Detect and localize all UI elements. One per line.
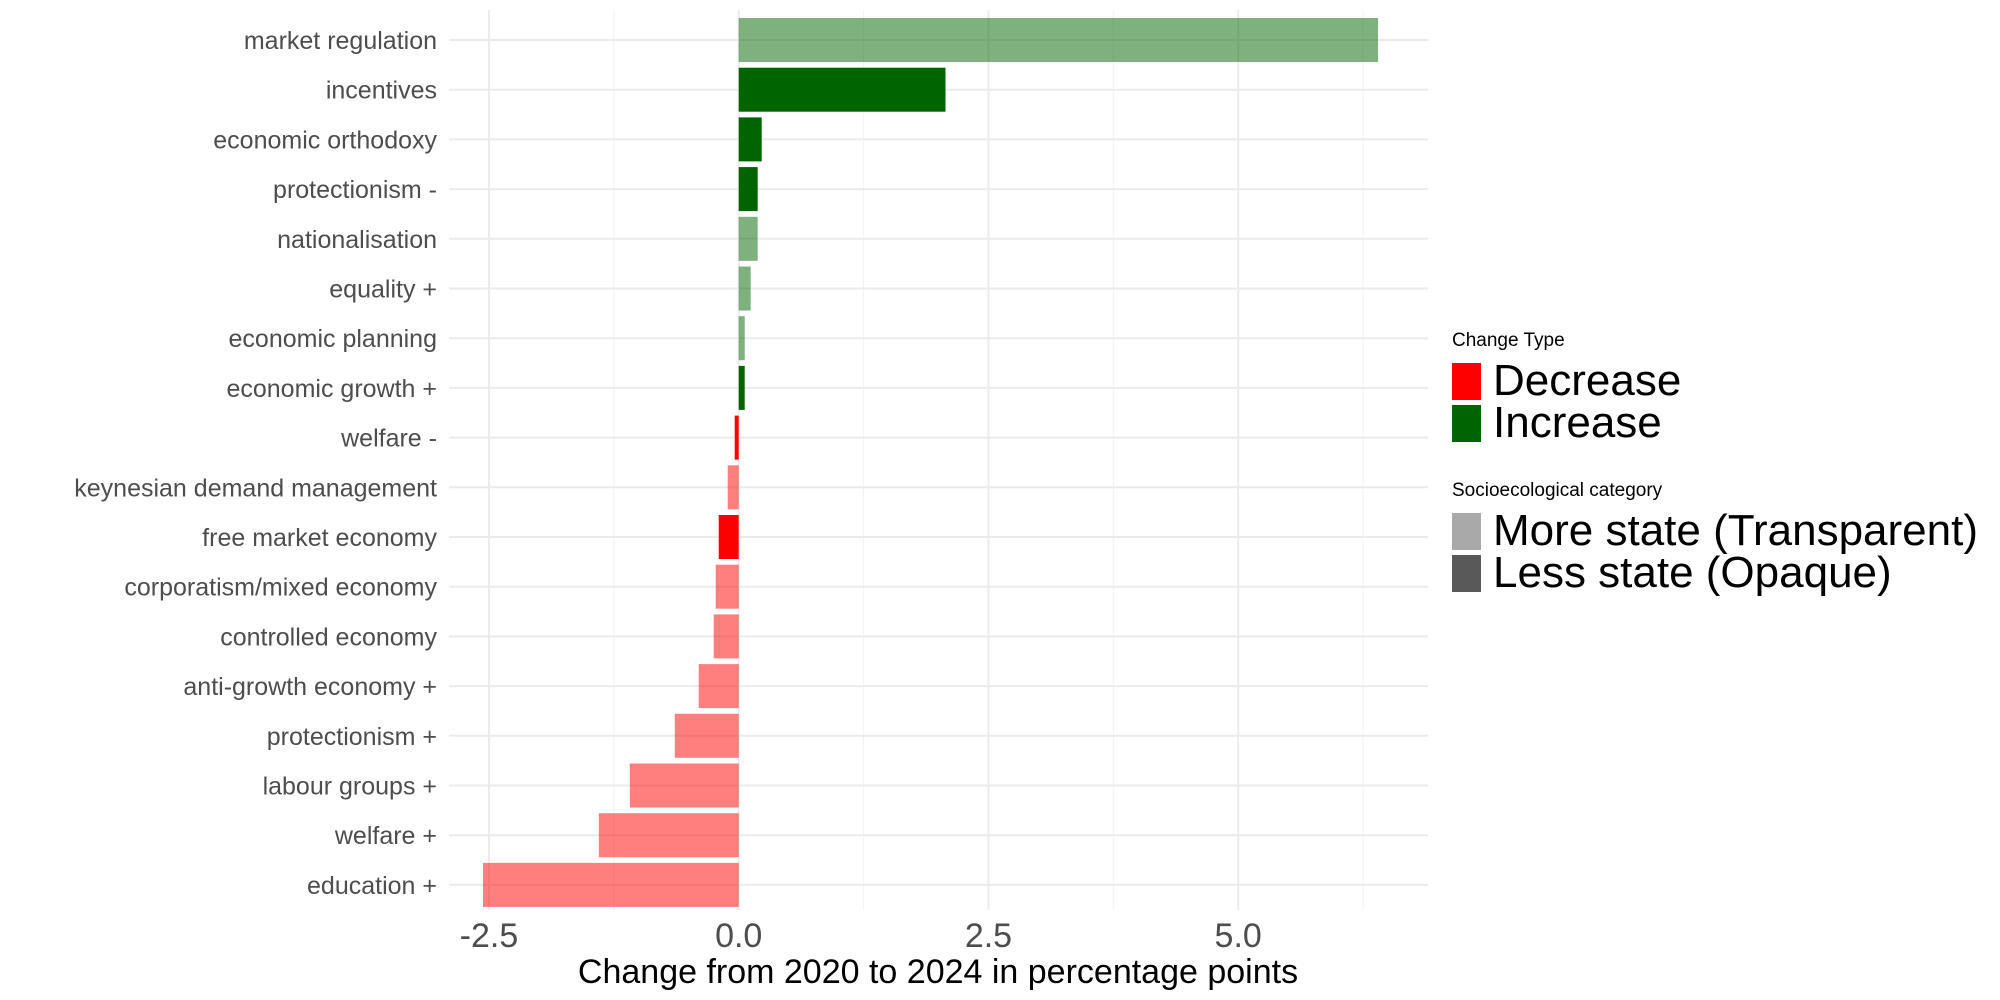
bar	[738, 18, 1379, 62]
y-tick-label: economic planning	[229, 325, 437, 353]
legend-label-less-state: Less state (Opaque)	[1493, 548, 1892, 597]
legend-swatch-decrease	[1452, 362, 1481, 400]
bar	[674, 713, 739, 758]
y-tick-label: protectionism +	[267, 723, 437, 751]
bar	[727, 465, 739, 510]
y-tick-label: economic growth +	[226, 375, 437, 403]
x-tick-label: -2.5	[460, 917, 519, 955]
y-tick-label: keynesian demand management	[74, 474, 437, 502]
y-tick-label: free market economy	[202, 524, 437, 552]
x-tick-label: 0.0	[715, 917, 762, 955]
legend-label-more-state: More state (Transparent)	[1493, 506, 1978, 555]
legend-label-decrease: Decrease	[1493, 356, 1682, 405]
bar	[598, 813, 739, 858]
legend-title-category: Socioecological category	[1452, 480, 1663, 501]
y-tick-label: controlled economy	[220, 623, 437, 651]
legend-swatch-less-state	[1452, 554, 1481, 592]
y-tick-label: protectionism -	[273, 176, 437, 204]
legend-label-increase: Increase	[1493, 398, 1662, 447]
y-tick-label: corporatism/mixed economy	[124, 574, 437, 602]
x-tick-label: 5.0	[1215, 917, 1262, 955]
bar	[738, 316, 745, 361]
x-tick-label: 2.5	[965, 917, 1012, 955]
y-tick-label: labour groups +	[263, 773, 437, 801]
bar	[738, 216, 758, 261]
x-axis-title: Change from 2020 to 2024 in percentage p…	[578, 953, 1298, 991]
bar	[629, 763, 739, 808]
y-tick-label: economic orthodoxy	[213, 126, 437, 154]
x-axis-ticks: -2.5 0.0 2.5 5.0	[460, 917, 1262, 955]
bar	[715, 564, 739, 609]
bar	[738, 117, 762, 162]
y-tick-label: welfare +	[334, 822, 437, 850]
bar	[482, 862, 739, 907]
grid-lines	[449, 10, 1428, 910]
bar	[738, 266, 751, 311]
legend-title-change-type: Change Type	[1452, 330, 1565, 351]
y-tick-label: anti-growth economy +	[183, 673, 437, 701]
y-tick-label: incentives	[326, 77, 437, 105]
bar	[734, 415, 739, 460]
legend-item-more-state: More state (Transparent)	[1452, 506, 1978, 555]
bar	[698, 664, 739, 709]
legend-swatch-increase	[1452, 404, 1481, 442]
legend-item-decrease: Decrease	[1452, 356, 1682, 405]
legend-swatch-more-state	[1452, 512, 1481, 550]
legend-category: Socioecological category More state (Tra…	[1452, 480, 1978, 597]
bar	[738, 67, 946, 112]
bar	[718, 515, 739, 559]
y-axis-labels: market regulation incentives economic orth…	[74, 27, 437, 900]
y-tick-label: market regulation	[244, 27, 437, 55]
legend-item-increase: Increase	[1452, 398, 1681, 447]
legend-change-type: Change Type Decrease Increase	[1452, 330, 1682, 447]
y-tick-label: equality +	[329, 276, 437, 304]
y-tick-label: education +	[307, 872, 437, 900]
y-tick-label: welfare -	[340, 425, 437, 453]
bars	[482, 18, 1379, 907]
bar	[713, 614, 739, 659]
legend-item-less-state: Less state (Opaque)	[1452, 548, 1978, 597]
bar	[738, 365, 745, 410]
bar	[738, 167, 758, 212]
y-tick-label: nationalisation	[277, 226, 437, 254]
